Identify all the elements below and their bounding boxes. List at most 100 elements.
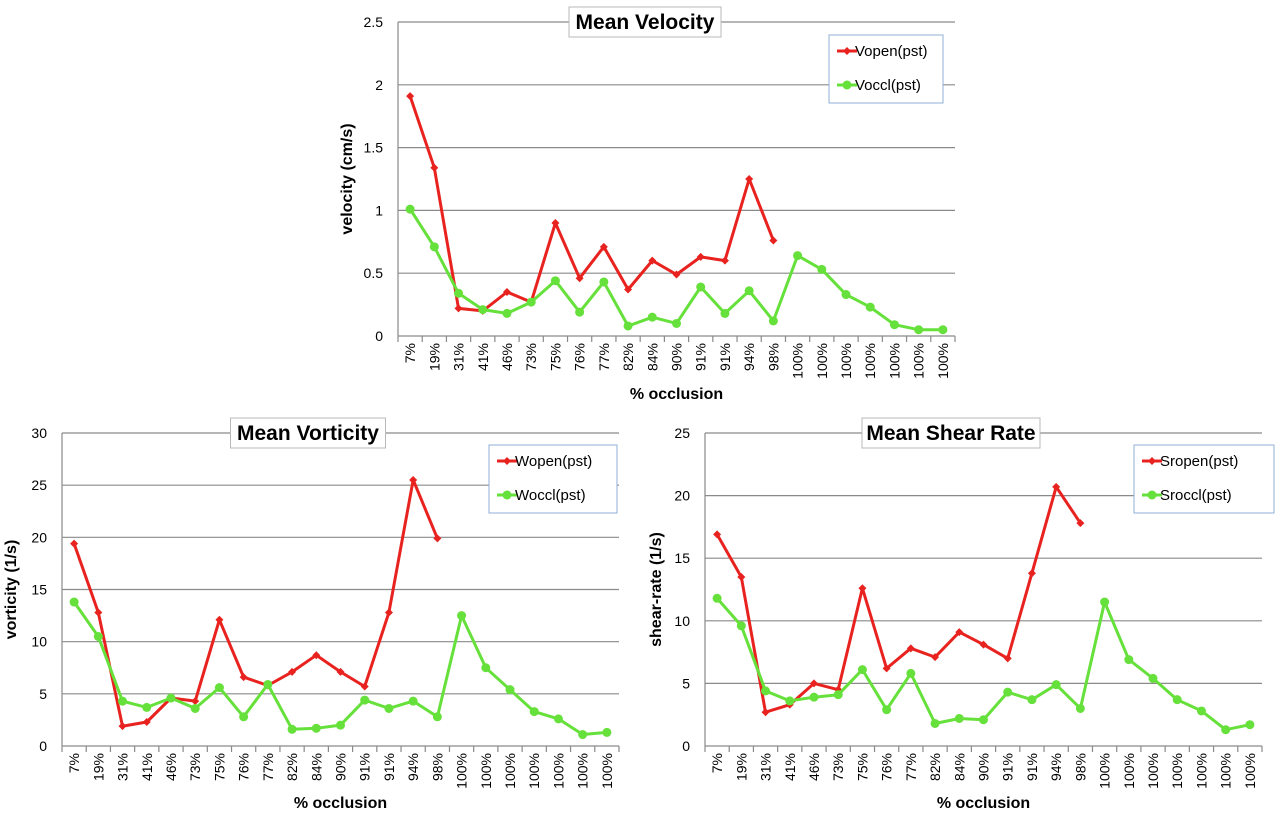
x-tick-label: 100% [838, 343, 854, 379]
data-point-open [118, 722, 127, 731]
legend-label: Sroccl(pst) [1160, 487, 1232, 504]
x-tick-label: 82% [284, 753, 300, 781]
data-point-occl [1124, 655, 1134, 665]
x-tick-label: 46% [163, 753, 179, 781]
data-point-open [575, 274, 584, 283]
chart-mean-shear-rate: 0 5 10 15 20 25 7% 19% 31% 41% 46% 73% 75% 76% 77% 82% 8… [648, 417, 1275, 812]
data-point-occl [408, 696, 418, 706]
data-point-occl [1148, 673, 1158, 683]
data-point-occl [1051, 680, 1061, 690]
data-point-occl [502, 308, 512, 318]
x-tick-label: 19% [733, 753, 749, 781]
data-point-occl [736, 621, 746, 631]
x-tick-label: 100% [1097, 753, 1113, 789]
y-tick-label: 25 [674, 425, 690, 441]
data-point-occl [429, 242, 439, 252]
data-point-occl [166, 693, 176, 703]
data-point-occl [1003, 687, 1013, 697]
data-point-occl [882, 705, 892, 715]
chart-title: Mean Velocity [576, 11, 715, 34]
x-tick-label: 91% [717, 343, 733, 371]
y-tick-label: 0.5 [364, 265, 384, 281]
data-point-open [191, 697, 200, 706]
data-point-open [409, 475, 418, 484]
chart-mean-velocity: 0 0.5 1 1.5 2 2.5 7% 19% 31% 41% 46% 73% 75% 76% 77% 82… [339, 6, 956, 403]
y-tick-label: 2.5 [364, 14, 384, 30]
y-axis-title: vorticity (1/s) [3, 540, 20, 640]
data-point-occl [914, 325, 924, 335]
data-point-occl [575, 307, 585, 317]
data-point-occl [1172, 695, 1182, 705]
chart-mean-vorticity: 0 5 10 15 20 25 30 7% 19% 31% 41% 46% 73% 75% 76% 77% 82… [3, 417, 620, 812]
y-tick-label: 5 [39, 686, 47, 702]
chart-title: Mean Shear Rate [866, 422, 1035, 445]
x-tick-label: 94% [1048, 753, 1064, 781]
data-point-occl [311, 723, 321, 733]
x-tick-label: 84% [644, 343, 660, 371]
x-tick-label: 82% [620, 343, 636, 371]
x-tick-label: 91% [357, 753, 373, 781]
data-point-open [906, 644, 915, 653]
data-point-open [979, 640, 988, 649]
data-point-occl [1100, 597, 1110, 607]
x-tick-label: 100% [1145, 753, 1161, 789]
data-point-open [713, 530, 722, 539]
data-point-occl [720, 308, 730, 318]
data-point-open [1027, 569, 1036, 578]
series-line-open [408, 95, 775, 313]
series-line-occl [715, 597, 1251, 732]
y-tick-label: 20 [674, 488, 690, 504]
chart-title-box [568, 6, 722, 38]
data-point-occl [602, 727, 612, 737]
x-tick-label: 91% [1024, 753, 1040, 781]
data-point-occl [93, 631, 103, 641]
data-point-open [336, 667, 345, 676]
data-point-occl [809, 692, 819, 702]
data-point-open [1003, 654, 1012, 663]
y-tick-label: 0 [682, 738, 690, 754]
data-point-occl [336, 720, 345, 730]
x-tick-label: 100% [1121, 753, 1137, 789]
data-point-occl [69, 597, 79, 607]
data-point-open [94, 608, 103, 617]
x-tick-label: 76% [572, 343, 588, 371]
legend-marker-circle [842, 80, 852, 90]
data-point-open [360, 682, 369, 691]
x-tick-label: 98% [765, 343, 781, 371]
x-axis-title: % occlusion [294, 795, 387, 812]
y-tick-label: 10 [31, 634, 47, 650]
x-tick-label: 100% [935, 343, 951, 379]
x-tick-label: 100% [599, 753, 615, 789]
x-tick-label: 73% [523, 343, 539, 371]
y-tick-label: 15 [31, 582, 47, 598]
data-point-open [696, 252, 705, 261]
data-point-occl [906, 668, 916, 678]
chart-title-box [861, 417, 1041, 449]
data-point-occl [239, 712, 249, 722]
data-point-open [1052, 482, 1061, 491]
data-point-occl [457, 611, 467, 621]
chart-title: Mean Vorticity [237, 422, 379, 445]
legend-label: Woccl(pst) [515, 487, 586, 504]
data-point-occl [454, 288, 464, 298]
y-tick-label: 1 [375, 202, 383, 218]
y-tick-label: 10 [674, 613, 690, 629]
data-point-open [454, 304, 463, 313]
data-point-open [433, 534, 442, 543]
x-tick-label: 100% [911, 343, 927, 379]
data-point-occl [954, 713, 964, 723]
data-point-occl [1196, 706, 1206, 716]
legend-marker-circle [1147, 490, 1157, 500]
data-point-occl [930, 718, 940, 728]
data-point-occl [623, 321, 633, 331]
legend-box [1133, 444, 1275, 514]
y-tick-label: 20 [31, 529, 47, 545]
data-point-open [720, 256, 729, 265]
data-point-open [858, 584, 867, 593]
data-point-occl [118, 696, 128, 706]
data-point-occl [768, 316, 778, 326]
y-tick-label: 2 [375, 77, 383, 93]
series-line-open [72, 478, 439, 728]
x-tick-label: 41% [139, 753, 155, 781]
data-point-occl [1027, 695, 1037, 705]
